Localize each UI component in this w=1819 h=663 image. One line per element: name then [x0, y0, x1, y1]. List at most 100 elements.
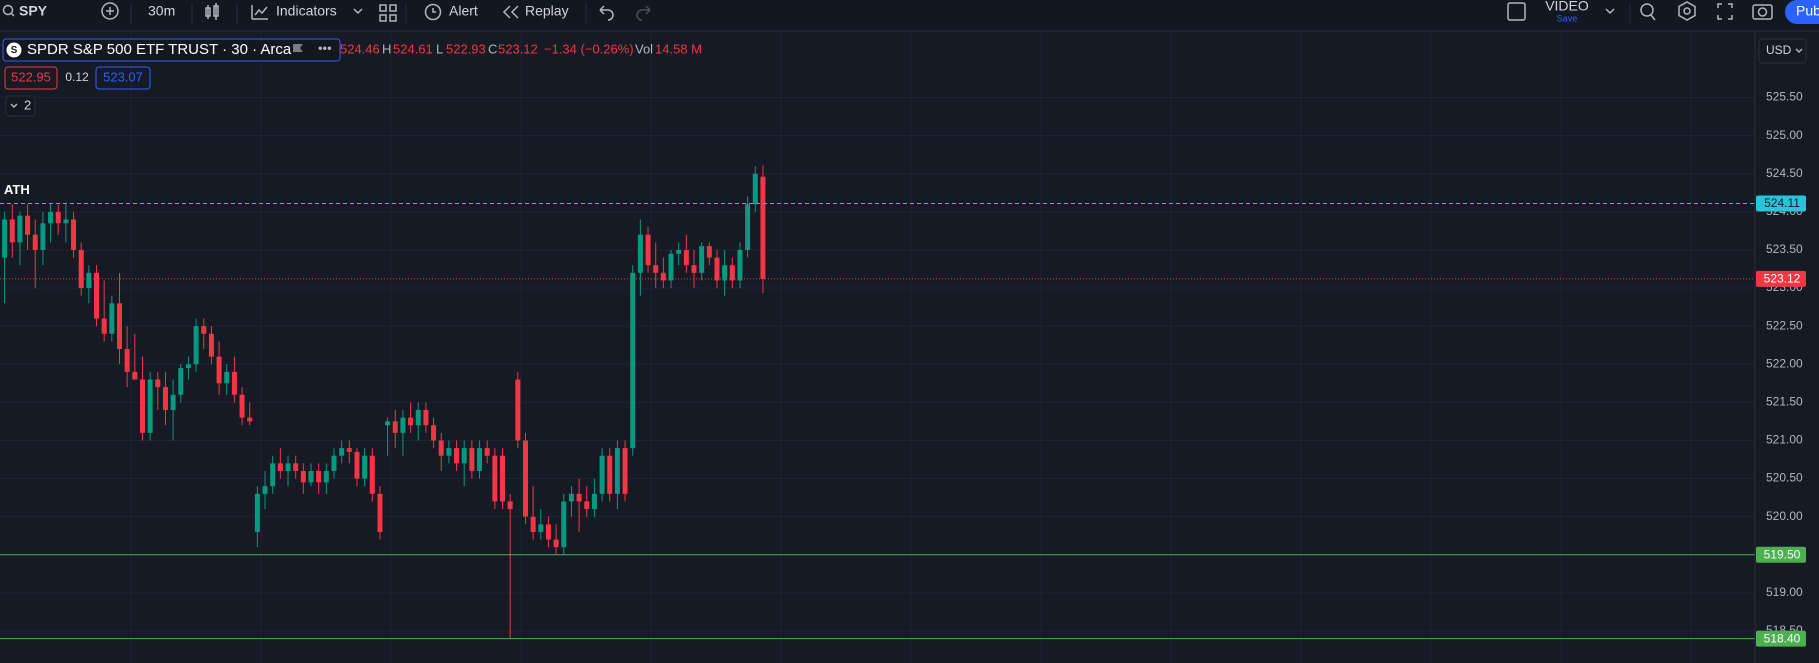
currency[interactable]: USD — [1766, 43, 1792, 57]
y-tick-label: 523.50 — [1766, 242, 1803, 256]
candle-body — [691, 265, 697, 273]
y-tick-label: 519.00 — [1766, 585, 1803, 599]
chart-type-button[interactable] — [205, 3, 219, 20]
candle-body — [599, 455, 605, 494]
symbol[interactable]: SPY — [19, 3, 48, 19]
candle-body — [522, 440, 528, 517]
candle-body — [369, 455, 375, 494]
save-label[interactable]: Save — [1557, 13, 1578, 23]
publish-label[interactable]: Pub — [1796, 3, 1819, 19]
ask-price[interactable]: 523.07 — [103, 69, 143, 84]
candle-body — [201, 326, 207, 334]
candle-body — [545, 524, 551, 540]
candle-body — [2, 219, 8, 258]
candle-body — [193, 326, 199, 365]
save-dropdown[interactable] — [1605, 8, 1615, 15]
candle-body — [760, 176, 766, 279]
candle-body — [25, 215, 31, 235]
replay-button[interactable]: Replay — [525, 3, 569, 19]
candle-body — [423, 409, 429, 426]
candle-body — [254, 493, 260, 532]
fullscreen-layout-button[interactable] — [1507, 2, 1526, 21]
y-tick-label: 521.00 — [1766, 433, 1803, 447]
redo-button[interactable] — [636, 5, 651, 21]
y-tick-label: 524.50 — [1766, 166, 1803, 180]
y-tick-label: 522.50 — [1766, 318, 1803, 332]
candle-body — [530, 516, 536, 532]
symbol-search[interactable]: SPY — [2, 3, 48, 19]
y-tick-label: 525.00 — [1766, 128, 1803, 142]
y-tick-label: 520.50 — [1766, 471, 1803, 485]
candle-body — [637, 234, 643, 273]
price-line-label: 523.12 — [1764, 272, 1801, 286]
alert-icon — [432, 8, 436, 13]
y-tick-label: 525.50 — [1766, 90, 1803, 104]
legend-low: 522.93 — [446, 41, 486, 56]
candle-body — [622, 448, 628, 494]
candle-body — [78, 249, 84, 289]
price-line-label-box — [1756, 630, 1806, 647]
legend-close: 523.12 — [498, 41, 538, 56]
plus-icon — [106, 7, 114, 15]
search-icon — [2, 4, 14, 16]
compare-button[interactable] — [101, 2, 119, 20]
candle-body — [216, 356, 222, 384]
alert-button[interactable]: Alert — [449, 3, 478, 19]
candle-body — [477, 448, 483, 471]
candle-body — [32, 234, 38, 250]
candle-body — [162, 387, 168, 410]
candle-body — [63, 219, 69, 224]
bid-price[interactable]: 522.95 — [11, 69, 51, 84]
candle-body — [362, 455, 368, 479]
candle-body — [561, 501, 567, 548]
candle-body — [752, 173, 758, 205]
sell-box[interactable] — [4, 66, 58, 90]
collapse-button[interactable] — [5, 95, 36, 117]
more-button[interactable]: ••• — [318, 40, 332, 55]
candle-body — [653, 265, 659, 273]
candle-body — [316, 470, 322, 483]
quick-search-button[interactable] — [1640, 3, 1654, 17]
candle-body — [469, 448, 475, 471]
candle-body — [507, 501, 513, 510]
settings-icon — [1683, 7, 1691, 15]
settings-button[interactable] — [1678, 1, 1696, 21]
candle-body — [492, 455, 498, 502]
candle-body — [737, 249, 743, 281]
candle-body — [132, 371, 138, 380]
candle-body — [323, 470, 329, 483]
flag-button[interactable] — [293, 44, 303, 52]
candle-body — [538, 524, 544, 532]
instrument-name[interactable]: SPDR S&P 500 ETF TRUST · 30 · Arca — [27, 41, 292, 58]
instrument-box[interactable] — [2, 38, 341, 62]
candle-body — [630, 272, 636, 449]
publish-button[interactable] — [1785, 0, 1819, 24]
currency-dropdown — [1795, 48, 1803, 54]
legend-open: 524.46 — [340, 41, 380, 56]
candle-body — [178, 368, 184, 395]
candle-body — [94, 272, 100, 319]
candle-body — [270, 463, 276, 487]
video-label[interactable]: VIDEO — [1545, 0, 1589, 14]
candle-body — [568, 493, 574, 502]
candle-body — [247, 417, 253, 422]
indicators-button[interactable]: Indicators — [276, 3, 337, 19]
chevron — [10, 103, 18, 109]
interval[interactable]: 30m — [148, 3, 175, 19]
candle-body — [231, 371, 237, 395]
price-line-label: 519.50 — [1764, 547, 1801, 561]
layout-button[interactable] — [379, 4, 397, 22]
indicator-count[interactable]: 2 — [24, 97, 31, 112]
undo-button[interactable] — [599, 5, 614, 21]
candle-body — [706, 246, 712, 258]
candle-body — [515, 379, 521, 441]
dropdown-button[interactable] — [353, 8, 363, 15]
buy-box[interactable] — [95, 66, 151, 90]
candle-body — [285, 463, 291, 471]
fullscreen-button[interactable] — [1717, 3, 1733, 20]
currency-box[interactable] — [1758, 38, 1807, 64]
spread: 0.12 — [65, 70, 89, 84]
snapshot-button[interactable] — [1752, 4, 1773, 20]
indicators-icon — [251, 5, 268, 20]
